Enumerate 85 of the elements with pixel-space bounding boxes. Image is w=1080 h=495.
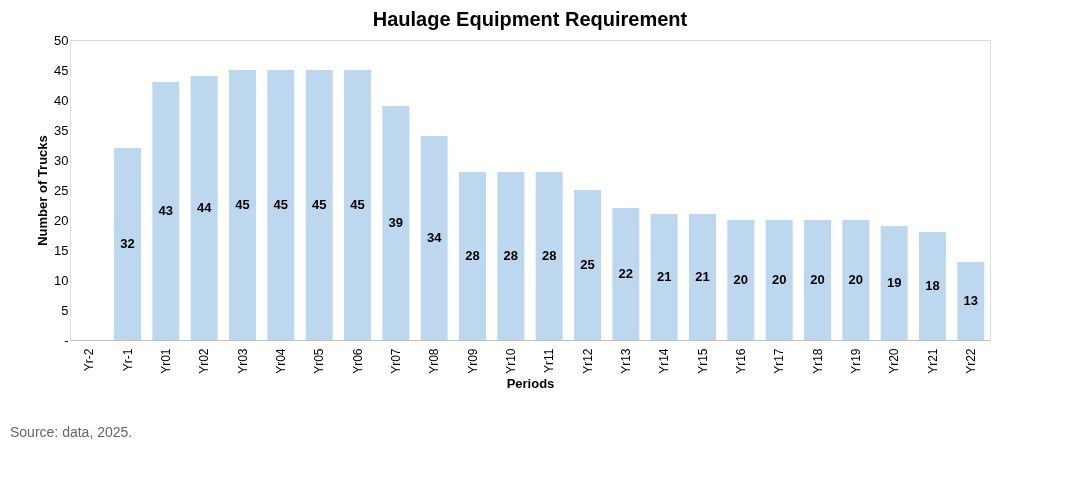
data-label: 45	[235, 197, 250, 212]
x-tick-label: Yr01	[158, 348, 173, 374]
data-label: 22	[618, 266, 634, 281]
y-tick-label: -	[64, 332, 69, 348]
bar	[612, 208, 640, 340]
x-tick-label: Yr14	[657, 348, 672, 374]
x-tick-label: Yr02	[197, 348, 212, 374]
source-note: Source: data, 2025.	[10, 424, 133, 440]
data-label: 20	[810, 272, 825, 287]
data-label: 21	[656, 269, 672, 284]
bar	[497, 172, 525, 340]
y-tick-label: 40	[54, 92, 69, 108]
data-label: 32	[120, 236, 135, 251]
bar	[535, 172, 563, 340]
bar	[152, 82, 180, 340]
x-tick-label: Yr06	[350, 348, 365, 374]
y-tick-label: 35	[54, 122, 69, 138]
y-tick-label: 15	[54, 242, 69, 258]
x-tick-label: Yr18	[810, 348, 825, 374]
x-tick-label: Yr12	[580, 348, 595, 374]
bar	[574, 190, 601, 340]
data-label: 28	[541, 248, 557, 263]
x-tick-label: Yr-1	[120, 348, 135, 372]
bar	[957, 262, 985, 340]
x-tick-label: Yr16	[733, 348, 748, 374]
data-label: 45	[273, 197, 289, 212]
x-tick-label: Yr04	[273, 348, 288, 374]
data-label: 45	[350, 197, 365, 212]
y-tick-label: 25	[54, 182, 69, 198]
bar	[650, 214, 678, 340]
y-tick-label: 10	[54, 272, 69, 288]
chart-title: Haulage Equipment Requirement	[372, 8, 688, 30]
bar	[765, 220, 793, 340]
bar	[459, 172, 486, 340]
data-label: 20	[848, 272, 864, 287]
x-tick-label: Yr03	[235, 348, 250, 374]
x-tick-label: Yr07	[388, 348, 403, 374]
bar	[420, 136, 448, 340]
data-label: 18	[925, 278, 940, 293]
bar	[804, 220, 831, 340]
x-axis-title: Periods	[506, 375, 555, 391]
data-label: 34	[426, 230, 443, 245]
bar	[919, 232, 946, 340]
x-tick-label: Yr15	[695, 348, 710, 374]
data-label: 39	[388, 215, 404, 230]
x-tick-label: Yr09	[465, 348, 480, 374]
bar	[689, 214, 716, 340]
data-label: 25	[580, 257, 595, 272]
x-tick-label: Yr13	[618, 348, 633, 374]
x-tick-label: Yr-2	[82, 348, 97, 372]
bar	[229, 70, 256, 340]
bar	[344, 70, 371, 340]
x-tick-label: Yr10	[503, 348, 518, 374]
bar	[114, 148, 141, 340]
data-label: 28	[503, 248, 519, 263]
data-label: 20	[771, 272, 787, 287]
data-label: 19	[886, 275, 902, 290]
bar	[267, 70, 295, 340]
x-tick-label: Yr11	[542, 348, 557, 373]
bar	[727, 220, 755, 340]
x-tick-label: Yr21	[925, 348, 940, 374]
y-axis-title: Number of Trucks	[35, 135, 51, 246]
data-label: 20	[733, 272, 749, 287]
bar	[880, 226, 908, 340]
x-tick-label: Yr17	[772, 348, 787, 374]
x-tick-label: Yr22	[963, 348, 978, 374]
x-tick-label: Yr20	[887, 348, 902, 374]
bar	[842, 220, 870, 340]
data-label: 28	[465, 248, 480, 263]
x-tick-label: Yr19	[848, 348, 863, 374]
y-tick-label: 5	[61, 302, 69, 318]
x-tick-label: Yr08	[427, 348, 442, 374]
y-tick-label: 20	[54, 212, 69, 228]
bar	[305, 70, 333, 340]
data-label: 45	[311, 197, 327, 212]
data-label: 13	[963, 293, 979, 308]
data-label: 44	[196, 200, 213, 215]
x-tick-label: Yr05	[312, 348, 327, 374]
y-tick-label: 50	[54, 32, 69, 48]
y-tick-label: 30	[54, 152, 69, 168]
bar	[382, 106, 410, 340]
bar	[190, 76, 218, 340]
data-label: 21	[695, 269, 710, 284]
data-label: 43	[158, 203, 174, 218]
y-tick-label: 45	[54, 62, 69, 78]
